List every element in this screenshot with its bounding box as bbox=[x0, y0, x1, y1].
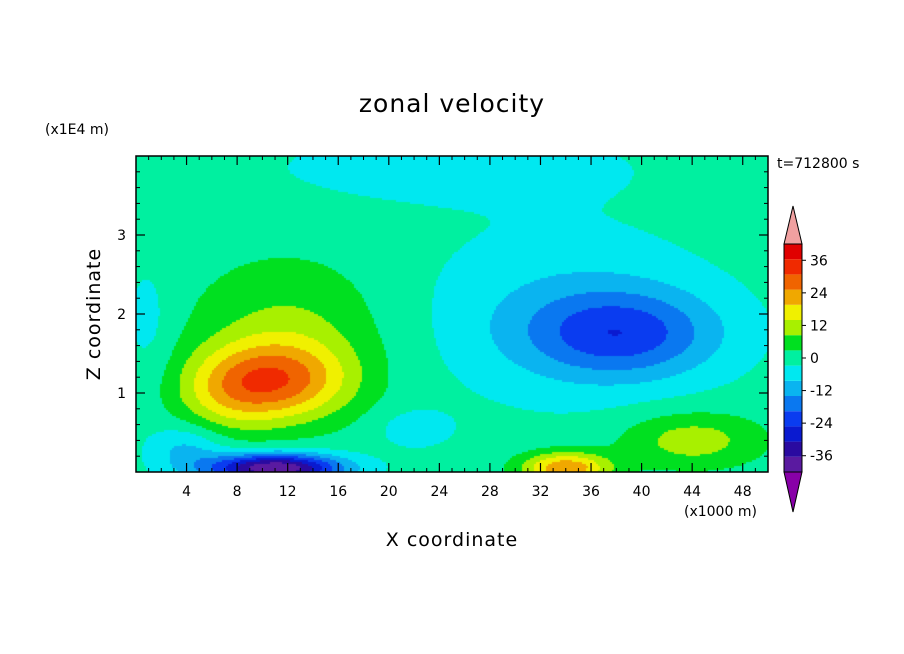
x-tick-label: 16 bbox=[329, 484, 347, 500]
colorbar-segment bbox=[784, 380, 802, 396]
y-axis-label: Z coordinate bbox=[83, 248, 105, 380]
x-tick-label: 24 bbox=[430, 484, 448, 500]
x-tick-label: 48 bbox=[734, 484, 752, 500]
colorbar-segment bbox=[784, 365, 802, 381]
colorbar-segment bbox=[784, 335, 802, 351]
colorbar: 36 24 12 0 -12 -24 -36 bbox=[783, 205, 833, 513]
x-tick-label: 4 bbox=[182, 484, 191, 500]
y-tick-label: 2 bbox=[117, 307, 126, 323]
x-unit-label: (x1000 m) bbox=[684, 504, 757, 520]
colorbar-segment bbox=[784, 456, 802, 472]
colorbar-segment bbox=[784, 320, 802, 336]
x-tick-label: 44 bbox=[683, 484, 701, 500]
plot-area bbox=[136, 156, 768, 472]
time-label: t=712800 s bbox=[777, 156, 859, 172]
y-unit-label: (x1E4 m) bbox=[45, 122, 109, 138]
colorbar-segment bbox=[784, 289, 802, 305]
colorbar-tick-label: -12 bbox=[810, 384, 833, 400]
y-axis: 1 2 3 bbox=[117, 171, 768, 457]
x-tick-label: 12 bbox=[279, 484, 297, 500]
x-tick-label: 36 bbox=[582, 484, 600, 500]
colorbar-under-triangle bbox=[783, 471, 803, 513]
colorbar-tick-label: 0 bbox=[810, 351, 819, 367]
contour-field bbox=[136, 156, 768, 472]
colorbar-tick-label: -24 bbox=[810, 416, 833, 432]
colorbar-over-triangle bbox=[783, 205, 803, 245]
colorbar-segment bbox=[784, 396, 802, 412]
x-tick-label: 8 bbox=[233, 484, 242, 500]
colorbar-segment bbox=[784, 441, 802, 457]
colorbar-segment bbox=[784, 304, 802, 320]
colorbar-tick-label: 36 bbox=[810, 253, 828, 269]
colorbar-segment bbox=[784, 350, 802, 366]
x-tick-label: 28 bbox=[481, 484, 499, 500]
colorbar-segment bbox=[784, 244, 802, 260]
x-tick-label: 32 bbox=[532, 484, 550, 500]
colorbar-tick-label: -36 bbox=[810, 449, 833, 465]
x-axis: 4 8 12 16 20 24 28 32 36 40 44 48 bbox=[148, 156, 756, 500]
colorbar-segment bbox=[784, 259, 802, 275]
colorbar-segment bbox=[784, 426, 802, 442]
y-tick-label: 1 bbox=[117, 386, 126, 402]
y-tick-label: 3 bbox=[117, 228, 126, 244]
colorbar-tick-label: 12 bbox=[810, 318, 828, 334]
chart-title: zonal velocity bbox=[359, 89, 545, 118]
x-axis-label: X coordinate bbox=[386, 529, 518, 551]
colorbar-segment bbox=[784, 274, 802, 290]
x-tick-label: 20 bbox=[380, 484, 398, 500]
colorbar-segment bbox=[784, 411, 802, 427]
colorbar-tick-label: 24 bbox=[810, 286, 828, 302]
x-tick-label: 40 bbox=[633, 484, 651, 500]
